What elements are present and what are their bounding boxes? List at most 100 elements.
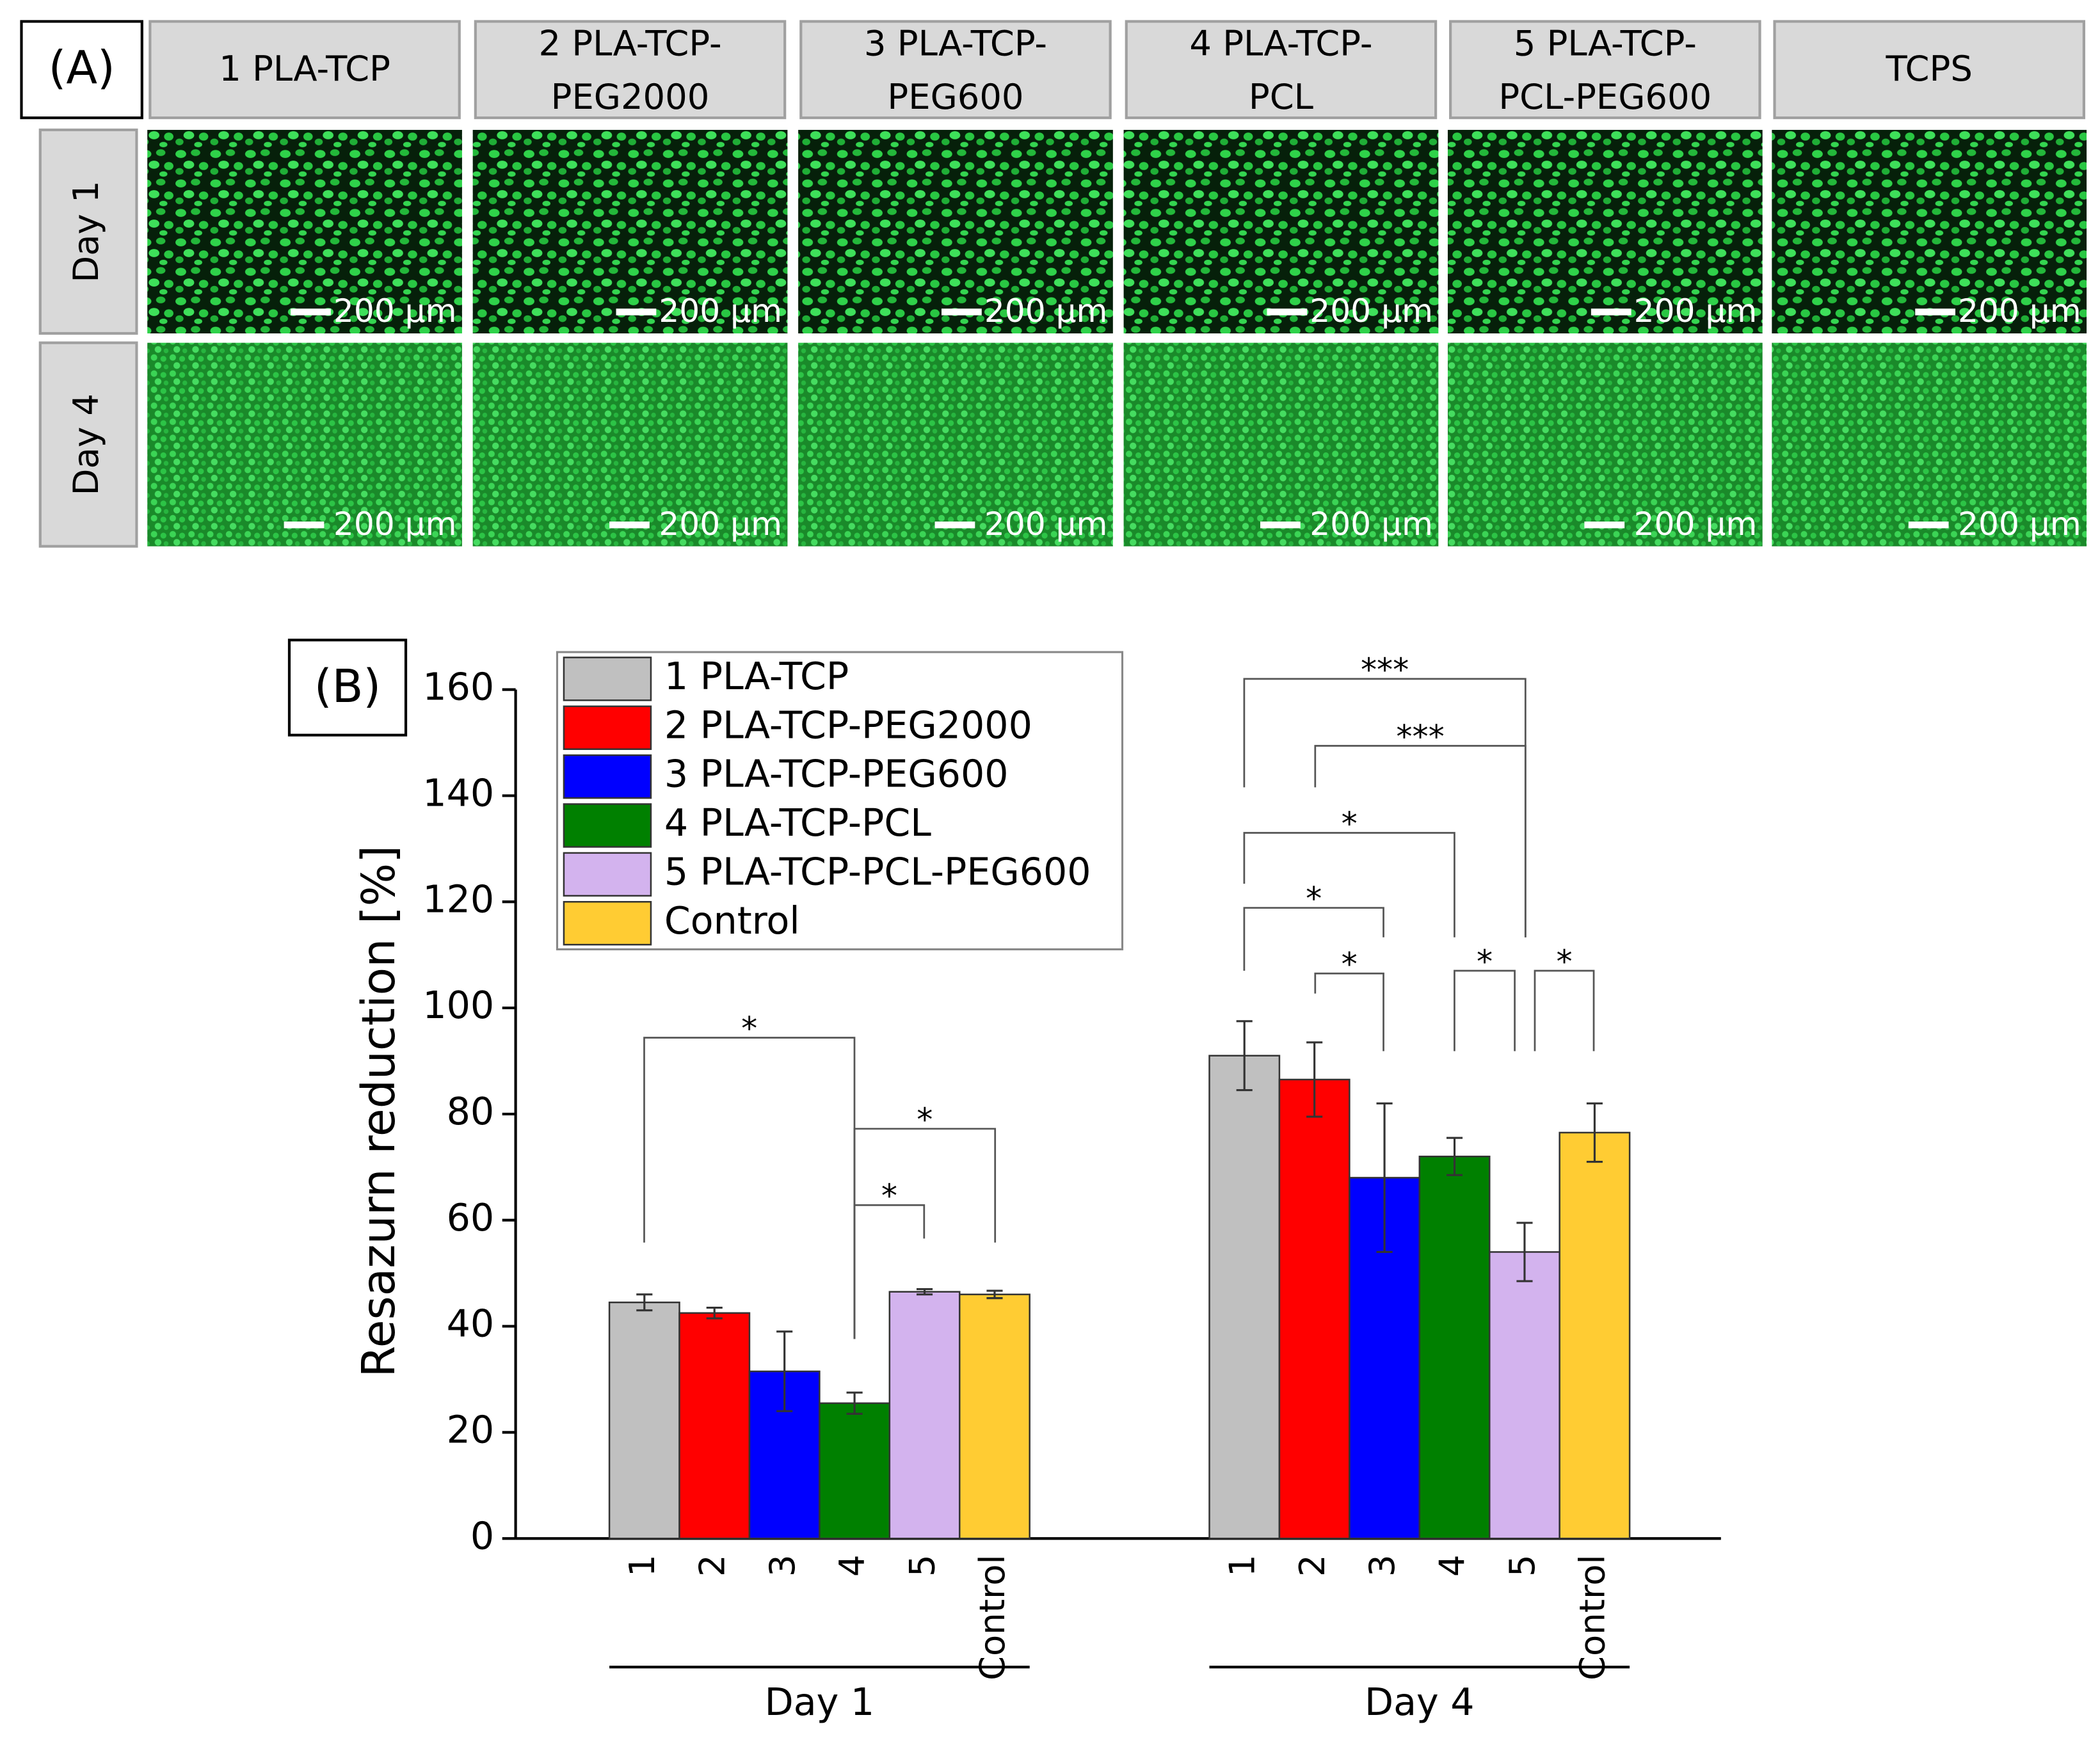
bar [1559,1131,1631,1540]
micrograph [1772,342,2087,546]
error-bar [1446,1136,1463,1176]
scale-bar-label: 200 µm [333,292,457,330]
bar [1208,1055,1281,1540]
significance-bracket [1243,678,1527,937]
significance-label: * [1342,805,1358,843]
micrograph [1123,129,1439,334]
column-header-box [1449,20,1761,120]
x-tick-label: Day 1 [765,1680,875,1724]
micrograph [1447,342,1763,546]
significance-label: *** [1396,718,1444,756]
panel-label-box [20,20,143,120]
column-header-box [1773,20,2085,120]
significance-label: * [1556,943,1572,980]
error-bar [846,1391,863,1415]
legend-box [556,651,1124,951]
scale-bar-label: 200 µm [659,505,782,543]
significance-label: * [1477,943,1493,980]
panel-b: (B) 0 20 40 60 80 100 120 140 160 Resazurn reducti… [287,639,1721,1724]
scale-bar-label: 200 µm [659,292,782,330]
scale-bar-label: 200 µm [984,292,1108,330]
y-tick-label: 0 [470,1514,494,1558]
bar-label: 5 [902,1554,943,1577]
scale-bar-label: 200 µm [1958,292,2081,330]
column-header: 5 PLA-TCP- [1514,23,1697,63]
bar-label: Control [1573,1554,1613,1680]
column-header-box [799,20,1112,120]
column-header: PEG600 [887,77,1023,117]
micrograph [1447,129,1763,334]
bar [1278,1078,1351,1540]
significance-bracket [1243,832,1455,937]
legend-label: 1 PLA-TCP [664,655,849,698]
row-header: Day 1 [66,180,106,282]
error-bar [986,1289,1003,1300]
legend-swatch [563,803,652,848]
bar [608,1302,680,1540]
bar-label: 1 [622,1554,662,1577]
row-header-box [38,341,138,548]
scale-bar-label: 200 µm [1634,505,1758,543]
micrograph [147,342,462,546]
significance-label: * [1306,880,1322,918]
y-tick-label: 100 [422,984,494,1027]
scale-bar-label: 200 µm [1634,292,1758,330]
significance-bracket [1314,745,1527,937]
bar-label: 2 [692,1554,732,1577]
scale-bar-label: 200 µm [333,505,457,543]
error-bar [1306,1041,1323,1118]
legend-label: 2 PLA-TCP-PEG2000 [664,703,1032,747]
panel-label: (A) [49,41,115,94]
column-header: TCPS [1886,49,1973,89]
significance-bracket [1454,969,1516,1051]
column-header-box [148,20,461,120]
column-header: 2 PLA-TCP- [538,23,721,63]
scale-bar-label: 200 µm [1310,292,1433,330]
column-header: 1 PLA-TCP [219,49,390,89]
bar-label: 4 [1432,1554,1473,1577]
error-bar [1516,1222,1533,1282]
bar-label: 4 [832,1554,872,1577]
micrograph [798,129,1113,334]
y-tick-label: 160 [422,666,494,709]
significance-label: * [881,1177,897,1215]
legend-label: 5 PLA-TCP-PCL-PEG600 [664,850,1091,893]
y-tick-label: 60 [447,1196,495,1240]
legend-swatch [563,705,652,750]
significance-bracket [1534,969,1595,1051]
legend-label: 4 PLA-TCP-PCL [664,801,931,845]
error-bar [776,1330,793,1412]
column-header: PCL-PEG600 [1498,77,1711,117]
bar-label: 3 [1362,1554,1402,1577]
bar [959,1293,1030,1540]
bar [888,1291,961,1540]
legend-swatch [563,754,652,799]
y-tick-label: 80 [447,1090,495,1133]
bar [1418,1155,1491,1540]
y-tick-label: 20 [447,1408,495,1452]
y-axis-label: Resazurn reduction [%] [352,845,405,1377]
significance-label: * [917,1101,933,1138]
column-header: 3 PLA-TCP- [864,23,1047,63]
error-bar [636,1293,653,1312]
error-bar [916,1288,933,1296]
row-header-box [38,128,138,335]
legend-label: 3 PLA-TCP-PEG600 [664,753,1009,796]
significance-label: * [1342,945,1358,983]
error-bar [1586,1102,1603,1163]
column-header: PCL [1249,77,1314,117]
bar [678,1312,751,1540]
significance-bracket [643,1037,856,1339]
y-tick-label: 40 [447,1302,495,1346]
legend-label: Control [664,899,800,943]
micrograph [472,342,788,546]
panel-a: (A) 1 PLA-TCP 2 PLA-TCP- PEG2000 3 PLA-TCP- P… [20,20,2087,548]
significance-label: *** [1361,651,1409,689]
significance-label: * [741,1010,757,1048]
micrograph [147,129,462,334]
scale-bar-label: 200 µm [1958,505,2081,543]
bar-label: 1 [1222,1554,1262,1577]
column-header: PEG2000 [551,77,710,117]
column-header: 4 PLA-TCP- [1189,23,1372,63]
